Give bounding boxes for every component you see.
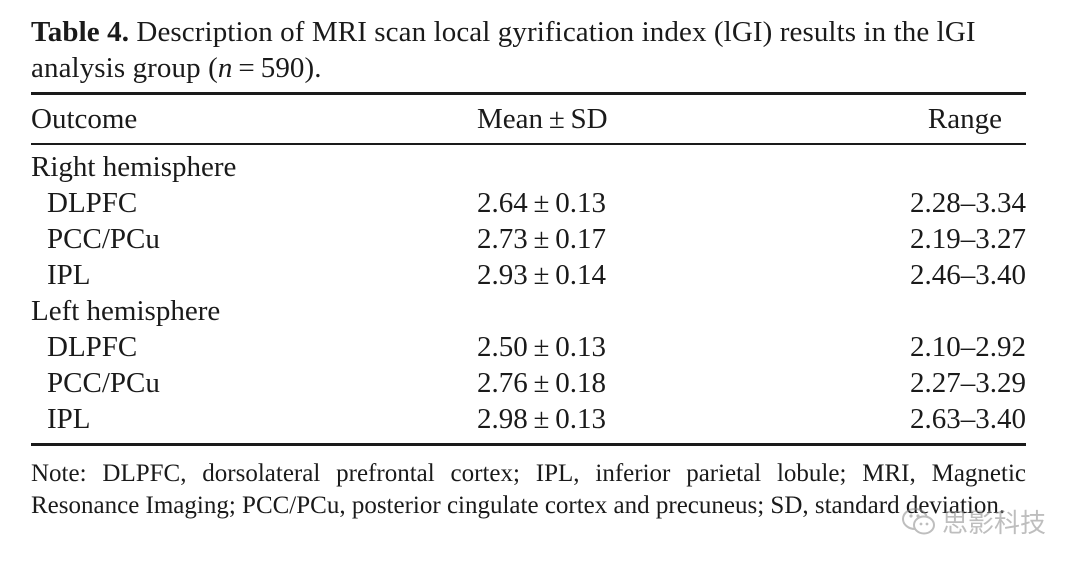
cell-range: 2.46–3.40: [910, 259, 1026, 291]
cell-range: 2.28–3.34: [910, 187, 1026, 219]
cell-mean-sd: 2.93 ± 0.14: [477, 259, 607, 291]
cell-outcome: IPL: [47, 403, 91, 435]
cell-mean-sd: 2.76 ± 0.18: [477, 367, 607, 399]
results-table: Outcome Mean ± SD Range Right hemisphere DLP…: [31, 95, 1026, 443]
table-row: DLPFC 2.50 ± 0.13 2.10–2.92: [31, 329, 1026, 365]
cell-outcome: DLPFC: [47, 187, 138, 219]
table-bottom-rule: [31, 443, 1026, 446]
cell-mean-sd: 2.98 ± 0.13: [477, 403, 607, 435]
header-mean-sd: Mean ± SD: [477, 103, 608, 135]
header-range: Range: [927, 103, 1002, 135]
cell-outcome: DLPFC: [47, 331, 138, 363]
cell-range: 2.10–2.92: [910, 331, 1026, 363]
table-row: PCC/PCu 2.73 ± 0.17 2.19–3.27: [31, 221, 1026, 257]
table-row: PCC/PCu 2.76 ± 0.18 2.27–3.29: [31, 365, 1026, 401]
wechat-icon: [901, 507, 935, 534]
cell-outcome: PCC/PCu: [47, 223, 160, 255]
group-title: Left hemisphere: [31, 295, 221, 327]
header-bottom-rule: [31, 143, 1026, 145]
group-title: Right hemisphere: [31, 151, 237, 183]
cell-outcome: IPL: [47, 259, 91, 291]
table-caption: Table 4. Description of MRI scan local g…: [31, 14, 1026, 86]
header-outcome: Outcome: [31, 103, 138, 135]
table-body: Outcome Mean ± SD Range Right hemisphere DLP…: [31, 95, 1026, 443]
table-row: IPL 2.93 ± 0.14 2.46–3.40: [31, 257, 1026, 293]
caption-text: Description of MRI scan local gyrificati…: [31, 16, 976, 84]
caption-n-symbol: n: [217, 52, 233, 84]
cell-mean-sd: 2.50 ± 0.13: [477, 331, 607, 363]
cell-range: 2.19–3.27: [910, 223, 1026, 255]
group-row: Left hemisphere: [31, 293, 1026, 329]
header-rule-cell: [31, 143, 1026, 145]
cell-mean-sd: 2.64 ± 0.13: [477, 187, 607, 219]
paper-table-figure: Table 4. Description of MRI scan local g…: [31, 14, 1026, 522]
table-label: Table 4.: [31, 16, 130, 48]
caption-n-value: = 590).: [232, 52, 322, 84]
table-row: DLPFC 2.64 ± 0.13 2.28–3.34: [31, 185, 1026, 221]
cell-outcome: PCC/PCu: [47, 367, 160, 399]
watermark: 思影科技: [901, 503, 1046, 540]
table-row: IPL 2.98 ± 0.13 2.63–3.40: [31, 401, 1026, 437]
cell-mean-sd: 2.73 ± 0.17: [477, 223, 607, 255]
table-top-rule: [31, 92, 1026, 95]
table-header-row: Outcome Mean ± SD Range: [31, 95, 1026, 143]
group-row: Right hemisphere: [31, 145, 1026, 185]
header-rule-row: [31, 143, 1026, 145]
cell-range: 2.63–3.40: [910, 403, 1026, 435]
cell-range: 2.27–3.29: [910, 367, 1026, 399]
table-note: Note: DLPFC, dorsolateral prefrontal cor…: [31, 460, 1026, 519]
watermark-text: 思影科技: [941, 509, 1046, 539]
